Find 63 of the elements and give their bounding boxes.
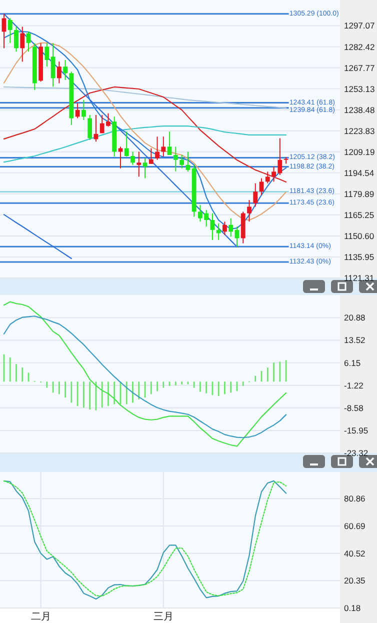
y-tick-label: 13.52 — [344, 335, 366, 346]
y-tick-label: 6.15 — [344, 358, 361, 368]
candlestick — [20, 26, 25, 62]
y-tick-label: 0.18 — [344, 603, 361, 613]
candlestick — [161, 136, 166, 158]
candlestick — [259, 178, 264, 196]
x-tick-label: 二月 — [30, 612, 51, 622]
y-tick-label: 1238.48 — [344, 104, 375, 115]
candlestick — [253, 182, 258, 208]
candlestick — [247, 199, 252, 222]
y-tick-label: 1253.13 — [344, 84, 375, 94]
y-tick-label: 1267.77 — [344, 62, 375, 73]
candlestick — [228, 218, 234, 238]
y-tick-label: -8.58 — [344, 402, 364, 413]
candlestick — [148, 148, 154, 164]
line-series — [3, 214, 72, 260]
line-series — [3, 86, 287, 108]
candlestick — [8, 18, 12, 44]
y-tick-label: -23.32 — [344, 448, 368, 458]
y-tick-label: 1282.42 — [344, 42, 375, 52]
y-tick-label: 1165.25 — [344, 210, 374, 220]
y-tick-label: 1135.95 — [344, 252, 374, 262]
line-series — [3, 86, 287, 183]
candlestick — [130, 151, 135, 166]
candlestick — [124, 131, 129, 158]
candlestick — [44, 42, 50, 68]
candlestick — [88, 114, 92, 140]
candlestick — [63, 59, 68, 80]
candlestick — [167, 131, 172, 156]
x-tick-label: 三月 — [153, 612, 174, 622]
line-series — [3, 301, 287, 447]
candlestick — [14, 26, 18, 52]
candlestick — [81, 99, 86, 120]
candlestick — [75, 102, 80, 119]
y-tick-label: 20.35 — [344, 576, 366, 586]
candlestick — [136, 151, 142, 178]
y-tick-label: 1297.07 — [344, 20, 375, 31]
y-tick-label: 40.52 — [344, 548, 366, 558]
candlestick — [2, 13, 6, 49]
candlestick — [155, 136, 160, 160]
candlestick — [234, 226, 240, 248]
y-tick-label: 1150.60 — [344, 230, 374, 241]
candlestick — [216, 222, 221, 240]
candlestick — [210, 212, 215, 240]
candlestick — [173, 146, 178, 172]
candlestick — [265, 171, 270, 184]
candlestick — [142, 158, 148, 179]
y-tick-label: 1223.83 — [344, 126, 375, 136]
y-tick-label: -1.22 — [344, 380, 364, 390]
y-tick-label: 60.69 — [344, 520, 366, 531]
y-tick-label: 20.88 — [344, 312, 366, 323]
candlestick — [56, 61, 62, 84]
y-tick-label: 1194.54 — [344, 168, 374, 178]
candlestick — [50, 42, 56, 88]
candlestick — [186, 151, 190, 172]
y-tick-label: 80.86 — [344, 494, 366, 504]
y-tick-label: 1121.31 — [344, 273, 374, 283]
line-series — [3, 316, 287, 438]
y-tick-label: 1179.89 — [344, 188, 374, 199]
y-tick-label: -15.95 — [344, 425, 368, 436]
candlestick — [180, 154, 184, 169]
candlestick — [222, 221, 227, 236]
y-tick-label: 1209.19 — [344, 146, 375, 157]
